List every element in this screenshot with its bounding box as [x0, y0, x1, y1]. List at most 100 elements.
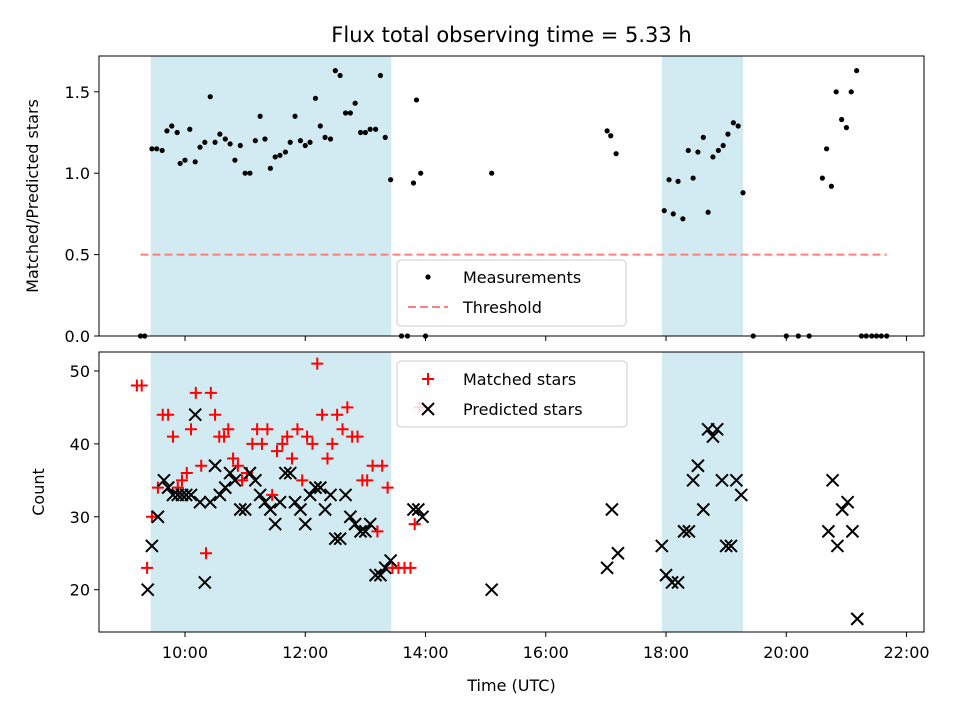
measurements-point: [413, 97, 420, 103]
predicted-stars-point: [719, 539, 733, 553]
predicted-stars-point: [263, 502, 278, 517]
predicted-stars-point: [677, 524, 691, 539]
matched-stars-point: [296, 474, 309, 487]
predicted-stars-point: [686, 473, 700, 488]
matched-stars-point: [204, 386, 217, 399]
count-axes: 10:00 12:00 14:00 16:00 18:00 20:00 22:00 20 30 4…: [70, 362, 930, 662]
matched-stars-point: [286, 452, 299, 465]
predicted-stars-point: [825, 473, 840, 488]
measurements-point: [332, 68, 338, 74]
ratio-observing-windows: [150, 56, 744, 336]
matched-stars-point: [301, 430, 314, 443]
count-observing-window: [150, 352, 392, 632]
matched-stars-point: [281, 430, 294, 443]
matched-stars-point: [321, 452, 334, 465]
measurements-point: [227, 141, 233, 147]
matched-stars-point: [270, 445, 283, 458]
measurements-point: [297, 138, 304, 144]
matched-stars-point: [227, 452, 240, 465]
matched-stars-point: [404, 561, 417, 574]
matched-stars-point: [336, 423, 349, 436]
count-legend: Matched stars Predicted stars: [396, 360, 628, 428]
count-panel: 10:00 12:00 14:00 16:00 18:00 20:00 22:00 20 30 4…: [29, 351, 930, 695]
predicted-stars-point: [415, 510, 430, 524]
matched-stars-point: [175, 474, 188, 487]
measurements-point: [823, 146, 830, 152]
predicted-stars-point: [179, 488, 193, 502]
count-y-tick-label: 50: [70, 362, 90, 381]
predicted-stars-point: [830, 539, 845, 553]
ratio-y-tick-label: 1.5: [65, 83, 90, 102]
predicted-stars-point: [821, 524, 836, 539]
legend-predicted-label: Predicted stars: [463, 400, 583, 419]
predicted-stars-point: [343, 510, 358, 524]
measurements-point: [604, 128, 610, 134]
measurements-point: [262, 136, 268, 142]
predicted-stars-point: [665, 575, 679, 590]
measurements-point: [661, 208, 667, 214]
measurements-point: [277, 152, 283, 158]
measurements-point: [347, 110, 353, 116]
count-y-tick-label: 30: [70, 508, 90, 527]
predicted-stars-point: [218, 480, 232, 495]
predicted-stars-point: [333, 531, 347, 546]
predicted-stars-point: [358, 524, 373, 539]
measurements-point: [352, 100, 358, 106]
measurements-point: [217, 131, 223, 137]
predicted-stars-point: [161, 480, 175, 495]
predicted-stars-point: [238, 502, 252, 517]
matched-stars-point: [151, 481, 164, 494]
measurements-point: [685, 147, 691, 154]
predicted-stars-point: [734, 488, 748, 502]
predicted-stars-point: [151, 510, 165, 524]
measurements-point: [222, 136, 228, 142]
legend-matched-label: Matched stars: [463, 370, 576, 389]
count-observing-window: [661, 352, 744, 632]
predicted-stars-point: [406, 502, 421, 517]
measurements-point: [715, 147, 721, 154]
measurements-point: [327, 136, 334, 142]
measurements-point: [317, 123, 323, 129]
measurements-point: [362, 129, 368, 136]
measurements-point: [342, 110, 349, 116]
matched-stars-point: [185, 423, 198, 436]
predicted-stars-point: [140, 583, 155, 597]
count-x-tick-label: 20:00: [763, 643, 809, 662]
measurements-point: [377, 72, 384, 79]
predicted-stars-point: [253, 488, 267, 502]
count-x-tick-label: 16:00: [523, 643, 569, 662]
measurements-point: [613, 151, 619, 157]
predicted-stars-point: [243, 466, 257, 480]
count-x-tick-label: 12:00: [282, 643, 328, 662]
measurements-point: [710, 154, 716, 160]
measurements-point: [388, 177, 394, 183]
predicted-stars-point: [283, 466, 297, 480]
predicted-stars-point: [198, 575, 212, 590]
matched-stars-point: [261, 423, 274, 436]
predicted-stars-point: [184, 488, 198, 502]
matched-stars-point: [231, 459, 244, 472]
measurements-point: [272, 154, 278, 160]
predicted-stars-point: [228, 473, 242, 488]
matched-stars-point: [311, 357, 324, 370]
measurements-point: [730, 120, 736, 126]
predicted-stars-point: [308, 480, 323, 495]
predicted-stars-point: [145, 539, 159, 553]
ratio-y-axis-label: Matched/Predicted stars: [23, 99, 42, 293]
measurements-point: [666, 177, 672, 183]
predicted-stars-point: [298, 517, 312, 531]
predicted-stars-point: [203, 495, 217, 509]
measurements-point: [700, 134, 706, 140]
measurements-point: [848, 89, 854, 95]
matched-stars-point: [376, 459, 389, 472]
measurements-point: [410, 180, 417, 186]
matched-stars-point: [316, 408, 329, 421]
predicted-stars-point: [328, 531, 343, 546]
measurements-point: [192, 159, 198, 165]
ratio-legend: Measurements Threshold: [396, 259, 627, 327]
measurements-point: [187, 126, 193, 132]
ratio-y-tick-label: 0.0: [65, 327, 90, 346]
predicted-stars-point: [188, 408, 202, 422]
ratio-y-tick-label: 0.5: [65, 246, 90, 265]
